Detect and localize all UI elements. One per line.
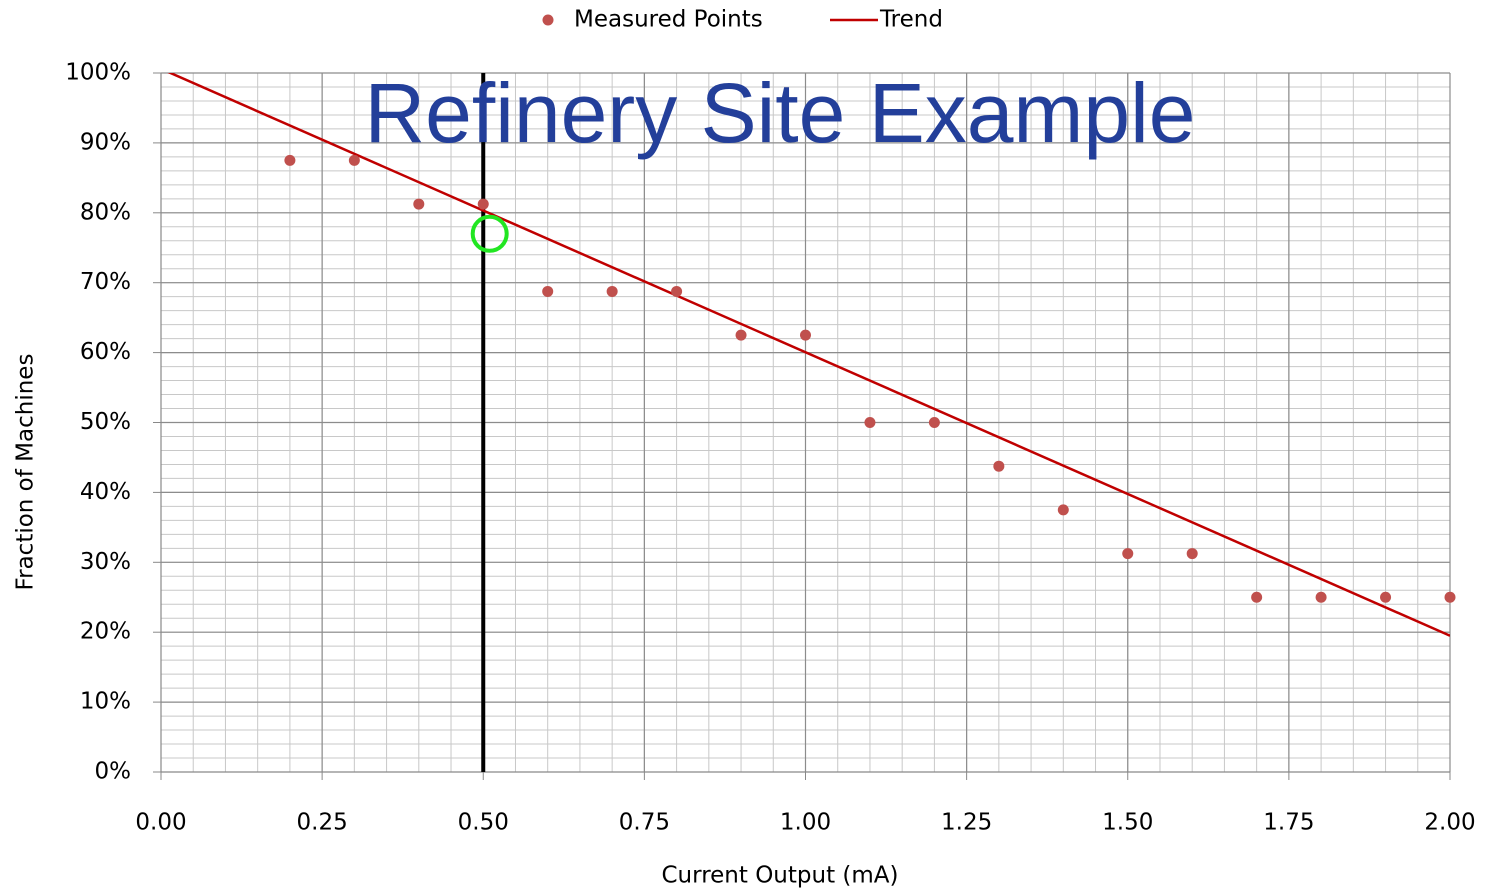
data-point (542, 285, 554, 297)
data-point (928, 417, 940, 428)
y-tick-label: 20% (80, 619, 131, 645)
y-tick-label: 70% (80, 269, 131, 295)
data-point (606, 285, 618, 297)
x-tick-label: 1.00 (780, 810, 831, 836)
highlight-circle (470, 214, 509, 253)
x-tick-label: 2.00 (1424, 810, 1475, 836)
y-tick-label: 80% (80, 199, 131, 225)
legend-label: Trend (879, 7, 943, 33)
data-point (1444, 591, 1456, 603)
data-point (1186, 548, 1198, 560)
data-point (800, 329, 811, 341)
trend-line (167, 73, 1450, 637)
data-point (1315, 591, 1327, 603)
x-tick-label: 1.25 (941, 810, 992, 836)
y-tick-label: 30% (80, 549, 131, 575)
y-tick-label: 40% (80, 479, 131, 505)
x-tick-label: 0.75 (619, 810, 670, 836)
x-tick-label: 0.00 (135, 810, 186, 836)
plot-area (167, 73, 1450, 637)
data-point (284, 154, 296, 166)
data-point (1251, 591, 1263, 603)
y-tick-label: 60% (80, 339, 131, 365)
data-point (735, 329, 747, 341)
data-point (477, 198, 489, 210)
y-tick-label: 0% (95, 759, 132, 785)
data-point (1122, 548, 1134, 560)
data-point (1380, 591, 1392, 603)
data-point (348, 154, 360, 166)
y-axis-label: Fraction of Machines (13, 354, 39, 591)
y-tick-label: 100% (65, 60, 131, 86)
y-tick-label: 10% (80, 689, 131, 715)
x-tick-label: 1.75 (1263, 810, 1314, 836)
x-tick-label: 0.50 (458, 810, 509, 836)
legend-label: Measured Points (574, 7, 763, 33)
y-tick-label: 90% (80, 129, 131, 155)
data-point (864, 417, 876, 428)
legend-marker (542, 14, 554, 26)
chart-title: Refinery Site Example (364, 66, 1195, 160)
data-point (993, 460, 1005, 472)
x-tick-label: 0.25 (297, 810, 348, 836)
data-point (413, 198, 425, 210)
y-tick-label: 50% (80, 409, 131, 435)
data-point (671, 285, 683, 297)
x-axis-label: Current Output (mA) (662, 863, 899, 889)
x-tick-label: 1.50 (1102, 810, 1153, 836)
data-point (1057, 504, 1069, 516)
